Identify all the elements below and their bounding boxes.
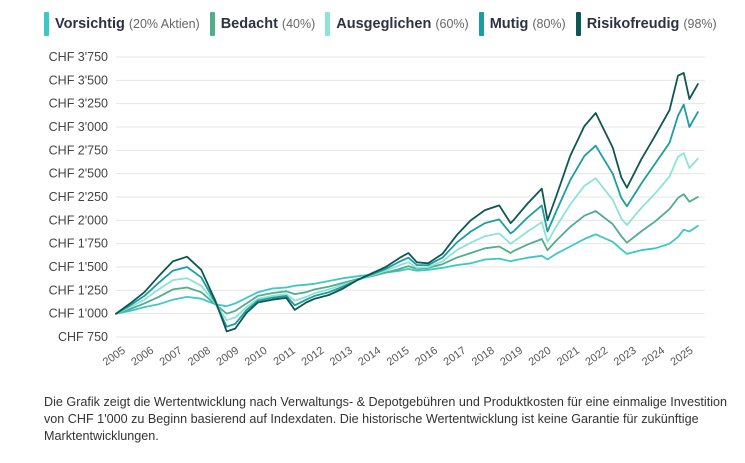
chart-caption: Die Grafik zeigt die Wertentwicklung nac… — [44, 395, 728, 443]
y-tick-label: CHF 750 — [58, 330, 108, 344]
legend-swatch — [325, 12, 331, 36]
y-tick-label: CHF 2'250 — [49, 190, 108, 204]
legend-label: Mutig — [489, 16, 529, 32]
legend-label: Bedacht — [220, 16, 278, 32]
series-line-bedacht — [115, 193, 699, 315]
legend-swatch — [209, 12, 215, 36]
legend-swatch — [478, 12, 484, 36]
legend-item-bedacht: Bedacht (40%) — [209, 12, 316, 36]
x-tick-label: 2025 — [669, 345, 696, 369]
y-tick-label: CHF 3'750 — [49, 50, 108, 64]
y-tick-label: CHF 2'500 — [49, 167, 108, 181]
x-tick-label: 2022 — [583, 345, 610, 369]
y-tick-label: CHF 3'250 — [49, 97, 108, 111]
legend: Vorsichtig (20% Aktien) Bedacht (40%) Ausgeg… — [44, 12, 727, 36]
legend-item-vorsichtig: Vorsichtig (20% Aktien) — [44, 12, 200, 36]
legend-swatch — [575, 12, 581, 36]
legend-note: (98%) — [683, 17, 717, 31]
x-tick-label: 2013 — [328, 345, 355, 369]
x-tick-label: 2024 — [640, 345, 667, 369]
y-tick-label: CHF 3'500 — [49, 73, 108, 87]
legend-item-mutig: Mutig (80%) — [478, 12, 566, 36]
legend-swatch — [44, 12, 49, 36]
series-lines — [115, 72, 699, 333]
legend-note: (40%) — [281, 17, 316, 31]
x-tick-label: 2008 — [186, 345, 213, 369]
legend-item-risikofreudig: Risikofreudig (98%) — [575, 12, 717, 36]
x-tick-label: 2023 — [612, 345, 639, 369]
x-tick-label: 2012 — [300, 345, 327, 369]
y-tick-label: CHF 2'750 — [49, 143, 108, 157]
series-line-vorsichtig — [115, 224, 699, 315]
x-tick-label: 2018 — [470, 345, 497, 369]
legend-label: Vorsichtig — [55, 16, 125, 32]
y-tick-label: CHF 1'000 — [49, 307, 108, 321]
x-tick-label: 2009 — [214, 345, 241, 369]
legend-label: Ausgeglichen — [336, 16, 432, 32]
x-tick-label: 2006 — [129, 345, 156, 369]
x-tick-label: 2007 — [158, 345, 185, 369]
line-chart: CHF 750 CHF 1'000 CHF 1'250 CHF 1'500 CHF 1'… — [49, 50, 705, 369]
legend-item-ausgeglichen: Ausgeglichen (60%) — [325, 12, 469, 36]
y-axis: CHF 750 CHF 1'000 CHF 1'250 CHF 1'500 CHF 1'… — [49, 50, 108, 344]
series-line-risikofreudig — [115, 72, 699, 333]
legend-note: (80%) — [532, 17, 566, 31]
y-tick-label: CHF 1'500 — [49, 260, 108, 274]
x-tick-label: 2005 — [101, 345, 128, 369]
x-tick-label: 2014 — [356, 345, 383, 369]
y-tick-label: CHF 2'000 — [49, 213, 108, 227]
x-tick-label: 2011 — [271, 345, 297, 368]
y-tick-label: CHF 1'250 — [49, 283, 108, 297]
x-tick-label: 2010 — [243, 345, 270, 369]
series-line-ausgeglichen — [115, 152, 699, 322]
y-tick-label: CHF 3'000 — [49, 120, 108, 134]
legend-note: (60%) — [435, 17, 469, 31]
y-tick-label: CHF 1'750 — [49, 237, 108, 251]
legend-note: (20% Aktien) — [128, 17, 200, 31]
x-tick-label: 2015 — [385, 345, 412, 369]
x-tick-label: 2016 — [413, 345, 440, 369]
series-line-mutig — [115, 103, 699, 328]
legend-label: Risikofreudig — [586, 16, 680, 32]
x-axis: 2005 2006 2007 2008 2009 2010 2011 2012 2013 2014… — [101, 345, 696, 369]
x-tick-label: 2019 — [498, 345, 525, 369]
x-tick-label: 2020 — [527, 345, 554, 369]
x-tick-label: 2021 — [555, 345, 582, 369]
x-tick-label: 2017 — [441, 345, 468, 369]
